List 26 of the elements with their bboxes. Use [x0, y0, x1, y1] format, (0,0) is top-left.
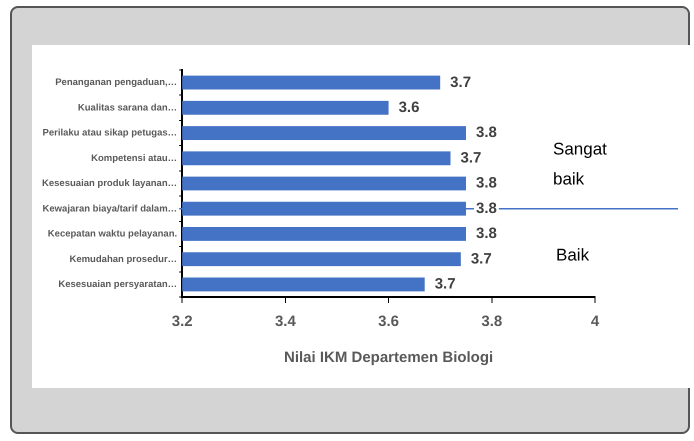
y-tick-label: Kesesuaian persyaratan…	[58, 279, 178, 290]
data-label: 3.7	[460, 149, 482, 166]
y-tick-label: Kualitas sarana dan…	[78, 102, 178, 114]
x-tick-label: 4	[590, 313, 600, 330]
x-tick-label: 3.8	[481, 313, 502, 330]
data-label: 3.8	[476, 174, 497, 192]
y-tick-label: Kewajaran biaya/tarif dalam…	[42, 203, 178, 214]
data-label: 3.7	[434, 276, 456, 293]
data-label: 3.8	[476, 200, 497, 217]
annotation: Sangat baik	[553, 140, 608, 189]
y-tick-label: Kompetensi atau…	[91, 152, 178, 164]
data-label: 3.7	[450, 74, 472, 91]
y-tick-label: Kemudahan prosedur…	[69, 254, 178, 265]
y-tick-label: Kesesuaian produk layanan…	[42, 178, 178, 190]
data-label: 3.7	[470, 250, 492, 268]
data-label: 3.8	[476, 124, 497, 142]
y-tick-label: Penanganan pengaduan,…	[55, 77, 178, 88]
x-tick-label: 3.4	[274, 313, 296, 330]
annotation: Baik	[556, 246, 590, 265]
y-tick-label: Kecepatan waktu pelayanan.	[48, 228, 178, 240]
x-tick-label: 3.2	[172, 313, 193, 330]
y-tick-label: Perilaku atau sikap petugas…	[42, 128, 178, 139]
x-axis-title: Nilai IKM Departemen Biologi	[284, 349, 494, 366]
data-label: 3.8	[476, 225, 497, 242]
data-label: 3.6	[398, 98, 420, 116]
x-tick-label: 3.6	[378, 313, 400, 330]
